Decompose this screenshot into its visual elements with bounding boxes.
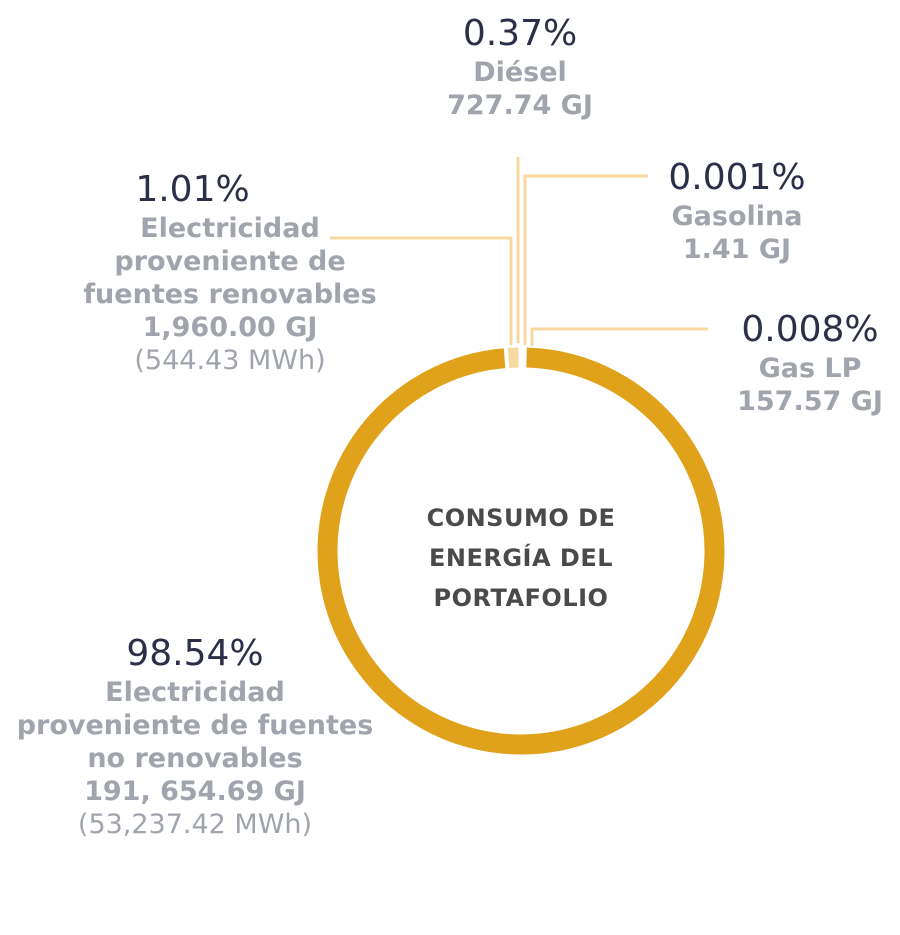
name-renewable-3: fuentes renovables — [83, 279, 377, 310]
alt-amount-renewable: (544.43 MWh) — [134, 345, 326, 376]
label-nonrenewable: 98.54% Electricidad proveniente de fuent… — [0, 632, 390, 841]
amount-diesel: 727.74 GJ — [447, 90, 593, 121]
chart-title: CONSUMO DE ENERGÍA DEL PORTAFOLIO — [426, 504, 616, 612]
name-gaslp: Gas LP — [758, 353, 862, 384]
pct-gaslp: 0.008% — [741, 309, 879, 350]
amount-gaslp: 157.57 GJ — [737, 386, 883, 417]
name-renewable-1: Electricidad — [140, 213, 320, 244]
amount-gasolina: 1.41 GJ — [682, 234, 792, 265]
slice-nonrenewable — [314, 344, 728, 758]
slice-renewable — [504, 344, 522, 372]
label-renewable: 1.01% Electricidad proveniente de fuente… — [60, 168, 400, 377]
pct-renewable: 1.01% — [135, 169, 250, 210]
pct-diesel: 0.37% — [462, 13, 578, 54]
name-renewable-2: proveniente de — [114, 246, 346, 277]
label-gasolina: 0.001% Gasolina 1.41 GJ — [637, 156, 837, 266]
pct-nonrenewable: 98.54% — [126, 633, 264, 674]
pct-gasolina: 0.001% — [668, 157, 806, 198]
alt-amount-nonrenewable: (53,237.42 MWh) — [77, 809, 313, 840]
name-gasolina: Gasolina — [671, 201, 803, 232]
amount-renewable: 1,960.00 GJ — [142, 312, 318, 343]
label-gaslp: 0.008% Gas LP 157.57 GJ — [710, 308, 900, 418]
name-diesel: Diésel — [473, 57, 567, 88]
label-diesel: 0.37% Diésel 727.74 GJ — [420, 12, 620, 122]
leader-line-renewable — [330, 236, 513, 345]
name-nonrenewable-2: proveniente de fuentes — [16, 710, 374, 741]
name-nonrenewable-1: Electricidad — [105, 677, 285, 708]
name-nonrenewable-3: no renovables — [87, 743, 303, 774]
leader-line-gaslp — [530, 327, 708, 346]
leader-line-gasolina — [523, 174, 648, 345]
amount-nonrenewable: 191, 654.69 GJ — [84, 776, 306, 807]
